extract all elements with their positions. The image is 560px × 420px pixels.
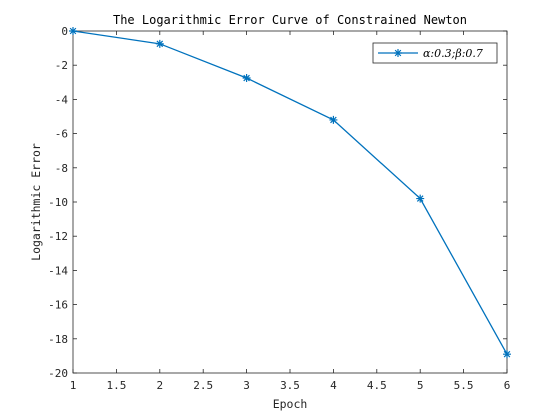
- y-tick-label: -12: [48, 230, 68, 243]
- x-tick-label: 2: [156, 379, 163, 392]
- legend-box: [372, 42, 498, 64]
- legend: α:0.3;β:0.7: [372, 42, 498, 64]
- x-tick-label: 5.5: [454, 379, 474, 392]
- x-tick-label: 1.5: [106, 379, 126, 392]
- x-tick-label: 4: [330, 379, 337, 392]
- x-axis-label: Epoch: [273, 397, 308, 411]
- x-tick-label: 3: [243, 379, 250, 392]
- axes-box: [72, 30, 508, 374]
- data-point-marker: [69, 27, 77, 35]
- x-tick-label: 4.5: [367, 379, 387, 392]
- y-tick-label: -18: [48, 333, 68, 346]
- y-tick-label: -8: [55, 162, 68, 175]
- data-point-marker: [416, 194, 425, 203]
- data-point-marker: [329, 115, 338, 124]
- plot-area: 1 1.5 2 2.5 3 3.5 4 4.5 5 5.5 6 0 -2 -4 -6 -8 -10 -12 -14…: [48, 25, 511, 392]
- y-axis-ticks: 0 -2 -4 -6 -8 -10 -12 -14 -16 -18 -20: [48, 25, 507, 380]
- legend-star: [394, 49, 402, 57]
- chart-title: The Logarithmic Error Curve of Constrain…: [113, 13, 467, 27]
- x-tick-label: 1: [70, 379, 77, 392]
- x-axis-ticks: 1 1.5 2 2.5 3 3.5 4 4.5 5 5.5 6: [70, 31, 511, 392]
- y-tick-label: -20: [48, 367, 68, 380]
- y-tick-label: -16: [48, 299, 68, 312]
- data-point-marker: [155, 39, 164, 48]
- y-tick-label: -2: [55, 59, 68, 72]
- y-tick-label: -10: [48, 196, 68, 209]
- x-tick-label: 6: [504, 379, 511, 392]
- y-tick-label: 0: [61, 25, 68, 38]
- legend-marker-icon: [394, 49, 402, 57]
- y-tick-label: -6: [55, 128, 68, 141]
- series-layer: [69, 27, 511, 359]
- series-line: [72, 30, 508, 355]
- y-tick-label: -14: [48, 264, 68, 277]
- data-point-marker: [503, 350, 511, 359]
- x-tick-label: 2.5: [193, 379, 213, 392]
- data-point-marker: [242, 74, 251, 83]
- y-axis-label: Logarithmic Error: [29, 143, 43, 261]
- x-tick-label: 5: [417, 379, 424, 392]
- legend-entry-label: α:0.3;β:0.7: [423, 47, 483, 60]
- y-tick-label: -4: [55, 93, 69, 106]
- x-tick-label: 3.5: [280, 379, 300, 392]
